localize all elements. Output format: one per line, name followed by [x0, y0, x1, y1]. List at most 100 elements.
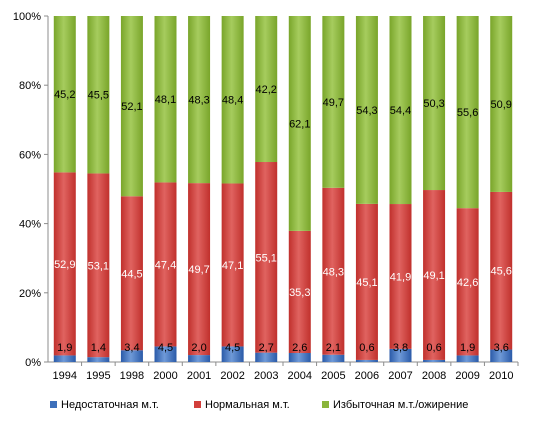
x-tick-label: 2009: [455, 370, 479, 382]
data-label: 55,6: [457, 107, 478, 119]
x-tick-label: 2000: [153, 370, 177, 382]
bar-segment: [322, 187, 345, 355]
bar-segment: [355, 359, 378, 362]
x-tick-label: 2003: [254, 370, 278, 382]
x-tick-label: 2010: [489, 370, 513, 382]
bar-segment: [120, 16, 143, 197]
data-label: 48,4: [222, 95, 243, 107]
bar-segment: [255, 16, 278, 163]
data-label: 0,6: [426, 342, 441, 354]
legend-swatch: [322, 401, 329, 408]
data-label: 49,7: [188, 264, 209, 276]
data-label: 3,4: [124, 342, 139, 354]
data-label: 50,3: [423, 98, 444, 110]
legend-label: Недостаточная м.т.: [61, 399, 159, 411]
data-label: 2,6: [292, 342, 307, 354]
x-tick-label: 2004: [288, 370, 312, 382]
bar-segment: [255, 162, 278, 353]
legend-label: Нормальная м.т.: [205, 399, 290, 411]
data-label: 3,6: [494, 342, 509, 354]
data-label: 62,1: [289, 118, 310, 130]
bar-segment: [255, 352, 278, 362]
data-label: 49,7: [323, 97, 344, 109]
data-label: 41,9: [390, 271, 411, 283]
bar-segment: [154, 346, 177, 362]
bar-segment: [221, 183, 244, 347]
data-label: 48,3: [188, 95, 209, 107]
bar-segment: [53, 355, 76, 362]
bar-segment: [490, 349, 513, 362]
data-label: 55,1: [256, 252, 277, 264]
data-label: 50,9: [491, 99, 512, 111]
data-label: 45,2: [54, 89, 75, 101]
data-label: 52,9: [54, 259, 75, 271]
bar-segment: [53, 172, 76, 356]
data-label: 45,5: [88, 90, 109, 102]
bar-segment: [188, 355, 211, 362]
bar-segment: [423, 16, 446, 191]
bar-segment: [355, 16, 378, 204]
bar-segment: [53, 16, 76, 173]
bar-segment: [288, 16, 311, 231]
x-tick-label: 2006: [355, 370, 379, 382]
data-label: 47,1: [222, 260, 243, 272]
bar-segment: [154, 182, 177, 347]
x-tick-label: 1995: [86, 370, 110, 382]
bar-segment: [389, 348, 412, 362]
bar-segment: [389, 16, 412, 205]
data-label: 2,0: [191, 342, 206, 354]
bar-segment: [87, 173, 110, 358]
data-label: 45,1: [356, 277, 377, 289]
data-label: 3,8: [393, 342, 408, 354]
axes: 0% 20% 40% 60% 80% 100% 1994 1995 1998 2000 2001 20…: [13, 11, 519, 382]
bar-segment: [87, 357, 110, 362]
data-label: 2,7: [259, 342, 274, 354]
y-tick-label: 80%: [19, 80, 41, 92]
bar-segment: [456, 16, 479, 209]
bar-segment: [322, 354, 345, 362]
y-tick-label: 60%: [19, 149, 41, 161]
bar-segment: [490, 191, 513, 350]
data-label: 2,1: [326, 342, 341, 354]
bar-segment: [490, 16, 513, 192]
bar-segment: [87, 16, 110, 174]
y-tick-label: 0%: [25, 357, 41, 369]
data-label: 54,3: [356, 105, 377, 117]
bars: [53, 16, 513, 362]
x-tick-label: 2001: [187, 370, 211, 382]
data-label: 4,5: [225, 342, 240, 354]
x-tick-label: 2007: [388, 370, 412, 382]
data-label: 4,5: [158, 342, 173, 354]
bar-segment: [188, 183, 211, 356]
data-label: 48,3: [323, 266, 344, 278]
bar-segment: [456, 208, 479, 356]
data-label: 45,6: [491, 266, 512, 278]
x-tick-label: 2005: [321, 370, 345, 382]
x-tick-label: 2002: [220, 370, 244, 382]
bar-segment: [120, 350, 143, 362]
data-label: 44,5: [121, 268, 142, 280]
bar-segment: [120, 196, 143, 351]
data-label: 1,9: [57, 342, 72, 354]
data-label: 0,6: [359, 342, 374, 354]
y-tick-label: 40%: [19, 219, 41, 231]
data-label: 49,1: [423, 270, 444, 282]
bar-segment: [355, 203, 378, 360]
legend-label: Избыточная м.т./ожирение: [333, 399, 468, 411]
bar-segment: [288, 353, 311, 362]
data-label: 48,1: [155, 94, 176, 106]
data-label: 42,6: [457, 277, 478, 289]
bar-segment: [322, 16, 345, 188]
bar-segment: [188, 16, 211, 184]
data-label: 1,9: [460, 342, 475, 354]
x-tick-label: 1994: [53, 370, 77, 382]
legend-swatch: [50, 401, 57, 408]
bar-segment: [389, 204, 412, 349]
data-labels: 1,9 52,9 45,2 1,4 53,1 45,5 3,4 44,5 52,1 4,5 47,4…: [54, 84, 512, 354]
data-label: 1,4: [91, 342, 106, 354]
bar-segment: [288, 230, 311, 354]
bar-segment: [423, 190, 446, 360]
bar-segment: [221, 346, 244, 362]
data-label: 52,1: [121, 101, 142, 113]
